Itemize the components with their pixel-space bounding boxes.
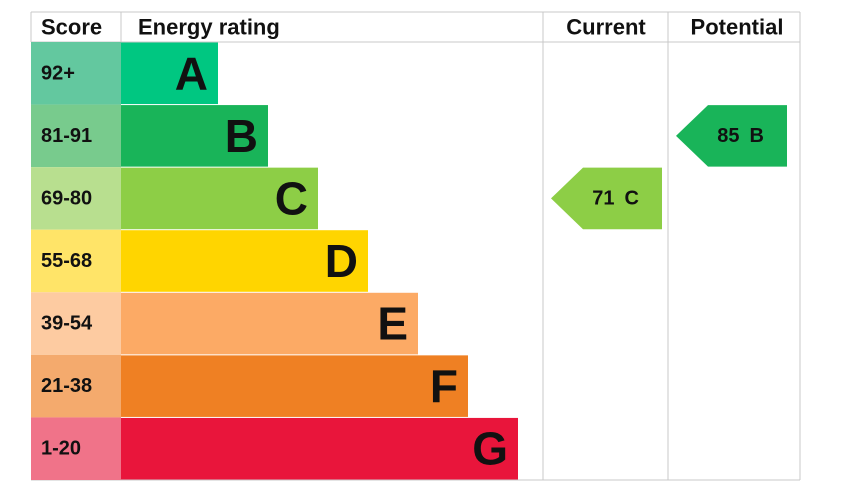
score-range: 55-68: [41, 250, 92, 272]
rating-letter: F: [430, 360, 458, 412]
header: Score: [41, 15, 102, 40]
rating-letter: A: [175, 47, 208, 99]
score-cell: [31, 354, 121, 418]
score-cell: [31, 104, 121, 168]
current-rating: C: [625, 187, 639, 209]
score-range: 39-54: [41, 313, 93, 335]
rating-letter: B: [225, 110, 258, 162]
header: Current: [566, 15, 646, 40]
current-value: 71: [592, 187, 614, 209]
rating-bar: [121, 42, 218, 105]
header: Potential: [691, 15, 784, 40]
potential-value: 85: [717, 125, 739, 147]
header: Energy rating: [138, 15, 280, 40]
score-range: 81-91: [41, 125, 92, 147]
rating-letter: C: [275, 172, 308, 224]
rating-bar: [121, 167, 318, 230]
current-arrow: [551, 167, 662, 230]
score-cell: [31, 229, 121, 293]
score-range: 92+: [41, 62, 75, 84]
score-range: 69-80: [41, 187, 92, 209]
score-cell: [31, 42, 121, 105]
score-cell: [31, 167, 121, 230]
potential-rating: B: [750, 125, 764, 147]
score-cell: [31, 417, 121, 480]
rating-bar: [121, 417, 518, 480]
potential-arrow: [676, 105, 787, 167]
rating-bar: [121, 292, 418, 355]
score-range: 21-38: [41, 375, 92, 397]
rating-letter: D: [325, 235, 358, 287]
rating-letter: E: [377, 298, 408, 350]
score-range: 1-20: [41, 438, 81, 460]
rating-letter: G: [472, 423, 508, 475]
rating-bar: [121, 230, 368, 292]
score-cell: [31, 292, 121, 355]
rating-bar: [121, 355, 468, 417]
rating-bar: [121, 105, 268, 167]
